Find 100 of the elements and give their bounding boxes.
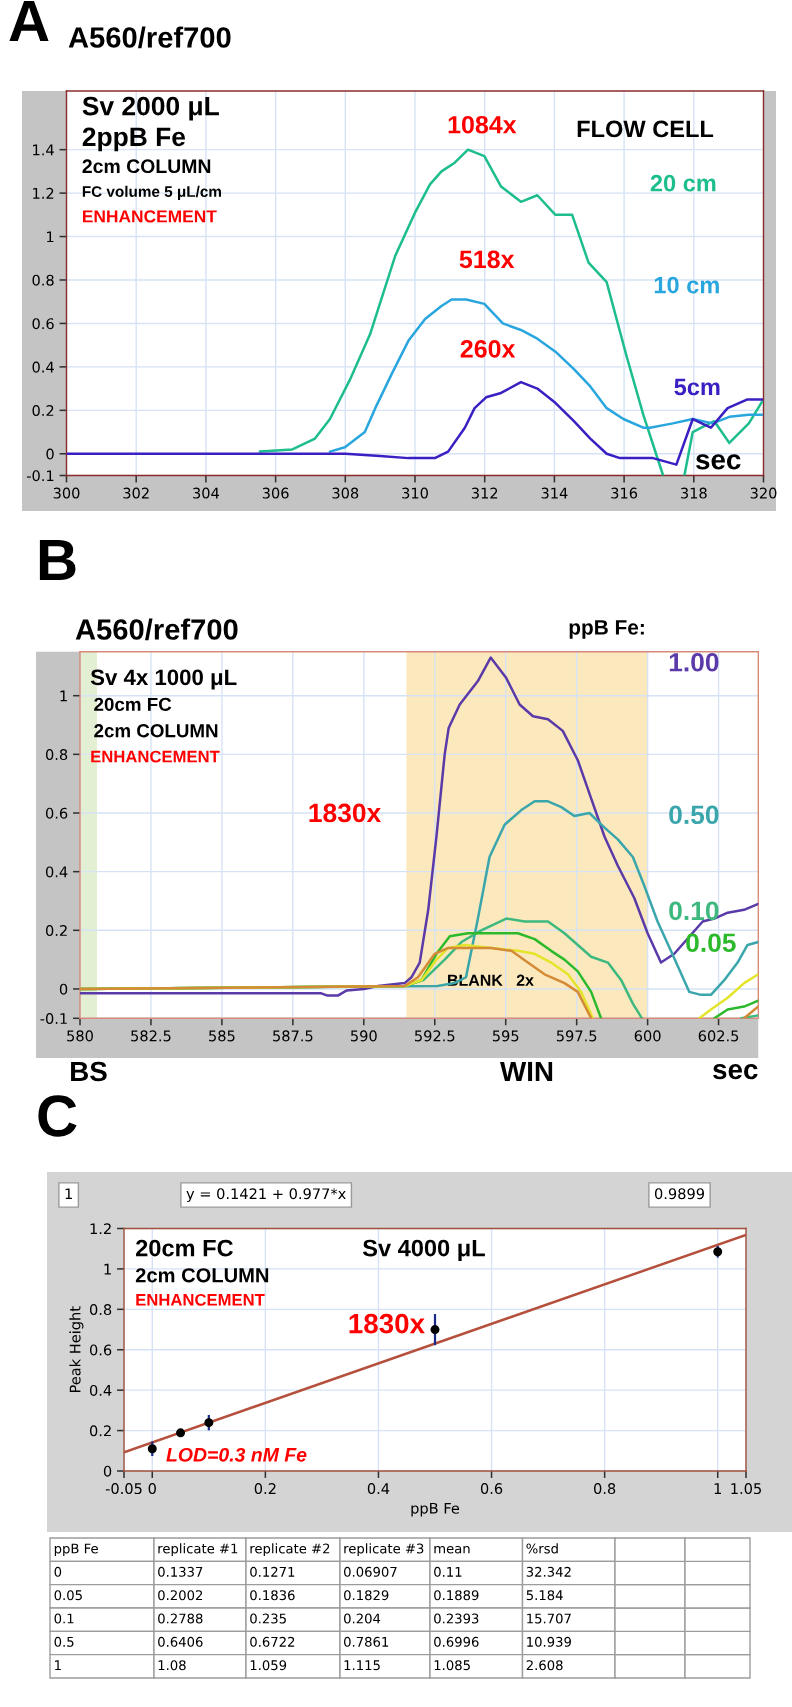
y-tick-label: 0 bbox=[103, 1465, 112, 1477]
annotation: LOD=0.3 nM Fe bbox=[166, 1447, 307, 1462]
data-label: 0.2393 bbox=[434, 1613, 479, 1624]
y-tick-label: -0.1 bbox=[26, 470, 54, 482]
text: 0.10 bbox=[669, 901, 719, 921]
x-tick-label: 0.8 bbox=[594, 1483, 616, 1495]
y-tick-label: 0.8 bbox=[89, 1304, 112, 1316]
category-label: mean bbox=[434, 1545, 470, 1554]
annotation: 2cm COLUMN bbox=[94, 724, 218, 738]
y-tick-label: 1 bbox=[104, 1263, 111, 1275]
x-tick-label: -0.05 bbox=[105, 1483, 142, 1495]
category-label: ppB Fe bbox=[54, 1543, 98, 1557]
x-tick-label: 600 bbox=[634, 1030, 661, 1042]
text: 10 cm bbox=[654, 276, 719, 294]
y-axis-title: A560/ref700 bbox=[68, 26, 231, 49]
y-tick-label: 1 bbox=[60, 690, 67, 702]
x-tick-label: 585 bbox=[209, 1030, 235, 1042]
x-tick-label: 0.2 bbox=[254, 1483, 276, 1495]
data-label: 0.5 bbox=[54, 1636, 74, 1647]
x-tick-label: 306 bbox=[262, 487, 289, 499]
y-tick-label: 0.6 bbox=[32, 318, 54, 330]
x-tick-label: 0 bbox=[148, 1483, 156, 1495]
series-label: 0.50 bbox=[669, 805, 719, 825]
text: y = 0.1421 + 0.977*x bbox=[186, 1188, 346, 1203]
data-label: 0.1889 bbox=[434, 1590, 479, 1601]
data-label: 10.939 bbox=[527, 1636, 571, 1647]
annotation: Sv 4x 1000 μL bbox=[90, 669, 237, 690]
annotation: ENHANCEMENT bbox=[91, 750, 220, 763]
x-tick-label: 590 bbox=[351, 1030, 377, 1042]
x-tick-label: 302 bbox=[123, 487, 149, 499]
data-label: 0.7861 bbox=[344, 1636, 389, 1647]
x-tick-label: 592.5 bbox=[415, 1030, 455, 1042]
data-label: 0.204 bbox=[344, 1613, 381, 1624]
y-tick-label: 0.8 bbox=[32, 274, 54, 286]
text: 1.00 bbox=[669, 652, 719, 672]
x-tick-label: 310 bbox=[402, 487, 428, 499]
annotation: 1084x bbox=[448, 115, 517, 134]
annotation: ENHANCEMENT bbox=[83, 210, 217, 223]
data-label: 0.11 bbox=[434, 1566, 462, 1577]
annotation: 2cm COLUMN bbox=[135, 1268, 269, 1283]
series-label: 5cm bbox=[674, 378, 720, 396]
data-label: 0.2002 bbox=[158, 1590, 203, 1601]
annotation: 518x bbox=[459, 250, 515, 269]
data-label: 5.184 bbox=[526, 1590, 563, 1601]
x-tick-label: 1 bbox=[714, 1483, 722, 1494]
x-tick-label: 597.5 bbox=[556, 1030, 597, 1042]
annotation: 2ppB Fe bbox=[82, 127, 186, 152]
y-tick-label: 0 bbox=[46, 448, 54, 460]
data-label: 0.2788 bbox=[158, 1613, 203, 1624]
legend-title: ppB Fe: bbox=[569, 620, 644, 639]
data-label: 15.707 bbox=[527, 1613, 571, 1624]
data-label: 0.1 bbox=[54, 1613, 74, 1624]
data-label: 1.115 bbox=[344, 1660, 380, 1671]
x-tick-label: 314 bbox=[541, 487, 568, 499]
y-tick-label: 1.4 bbox=[33, 144, 54, 156]
text: 0.05 bbox=[686, 933, 736, 953]
x-axis-title: sec bbox=[696, 454, 741, 470]
x-tick-label: 0.6 bbox=[480, 1483, 503, 1495]
chart-title: C bbox=[38, 1095, 77, 1137]
x-tick-label: 582.5 bbox=[131, 1030, 171, 1042]
y-tick-label: 0.4 bbox=[89, 1384, 112, 1396]
annotation: FLOW CELL bbox=[577, 120, 714, 138]
annotation: FC volume 5 μL/cm bbox=[82, 185, 221, 200]
category-label: replicate #3 bbox=[344, 1543, 424, 1557]
data-label: 1.059 bbox=[250, 1660, 287, 1671]
y-tick-label: -0.1 bbox=[40, 1013, 67, 1025]
y-tick-label: 0.2 bbox=[89, 1425, 111, 1437]
x-tick-label: 1.05 bbox=[731, 1483, 761, 1495]
y-tick-label: 1.2 bbox=[33, 187, 54, 199]
data-label: 1.08 bbox=[158, 1660, 186, 1671]
data-label: 0.1271 bbox=[250, 1566, 295, 1577]
x-tick-label: 587.5 bbox=[273, 1030, 313, 1042]
data-label: 0.235 bbox=[250, 1613, 286, 1624]
category-label: replicate #1 bbox=[158, 1543, 238, 1557]
data-label: 0.1337 bbox=[158, 1566, 203, 1577]
annotation: 260x bbox=[460, 340, 516, 358]
x-axis-title: ppB Fe bbox=[411, 1502, 460, 1517]
data-label: 0.6406 bbox=[158, 1636, 203, 1647]
category-label: %rsd bbox=[526, 1543, 558, 1554]
x-tick-label: 318 bbox=[680, 487, 707, 499]
annotation: Sv 2000 μL bbox=[82, 96, 219, 121]
annotation: 20cm FC bbox=[136, 1239, 233, 1257]
annotation: 1830x bbox=[349, 1313, 425, 1334]
y-tick-label: 0.4 bbox=[32, 361, 54, 373]
band-label: WIN bbox=[500, 1061, 553, 1082]
x-tick-label: 300 bbox=[53, 487, 80, 499]
data-label: 0.6722 bbox=[250, 1636, 295, 1647]
text: 0.9899 bbox=[654, 1188, 704, 1200]
x-axis-title: sec bbox=[713, 1064, 758, 1080]
y-tick-label: 0 bbox=[59, 983, 68, 995]
y-axis-title: A560/ref700 bbox=[75, 618, 238, 641]
x-tick-label: 304 bbox=[193, 487, 219, 499]
x-tick-label: 316 bbox=[611, 487, 638, 499]
x-tick-label: 602.5 bbox=[698, 1030, 739, 1042]
annotation: 1830x bbox=[309, 803, 382, 823]
y-tick-label: 0.4 bbox=[45, 866, 68, 878]
annotation: Sv 4000 μL bbox=[362, 1239, 485, 1261]
text: 20 cm bbox=[650, 174, 716, 192]
chart-title: A bbox=[9, 0, 49, 42]
x-tick-label: 308 bbox=[332, 487, 359, 499]
